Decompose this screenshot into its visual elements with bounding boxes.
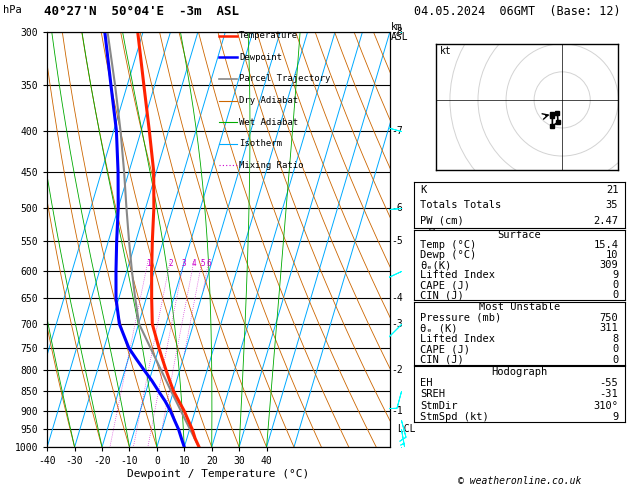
Text: 04.05.2024  06GMT  (Base: 12): 04.05.2024 06GMT (Base: 12) — [414, 5, 620, 18]
Text: Pressure (mb): Pressure (mb) — [420, 312, 501, 323]
Text: -1: -1 — [392, 406, 403, 416]
Text: 9: 9 — [612, 412, 618, 422]
Text: 21: 21 — [606, 185, 618, 195]
Text: 311: 311 — [599, 323, 618, 333]
Text: K: K — [420, 185, 426, 195]
Text: 0: 0 — [612, 355, 618, 364]
Text: 2.47: 2.47 — [593, 216, 618, 226]
Text: CAPE (J): CAPE (J) — [420, 280, 470, 290]
Text: Mixing Ratio: Mixing Ratio — [239, 161, 304, 170]
Text: Wet Adiabat: Wet Adiabat — [239, 118, 298, 127]
Text: Hodograph: Hodograph — [491, 367, 547, 377]
Text: 8: 8 — [612, 334, 618, 344]
Text: 15.4: 15.4 — [593, 240, 618, 250]
Text: Temperature: Temperature — [239, 31, 298, 40]
Text: hPa: hPa — [3, 5, 22, 15]
Text: -6: -6 — [392, 203, 403, 213]
Text: Parcel Trajectory: Parcel Trajectory — [239, 74, 330, 84]
Text: Totals Totals: Totals Totals — [420, 200, 501, 210]
Text: 310°: 310° — [593, 400, 618, 411]
Text: CIN (J): CIN (J) — [420, 290, 464, 300]
Text: 0: 0 — [612, 344, 618, 354]
Text: StmSpd (kt): StmSpd (kt) — [420, 412, 489, 422]
Text: Isotherm: Isotherm — [239, 139, 282, 148]
Text: CIN (J): CIN (J) — [420, 355, 464, 364]
Text: -2: -2 — [392, 365, 403, 375]
Text: θₑ (K): θₑ (K) — [420, 323, 458, 333]
Text: -31: -31 — [599, 389, 618, 399]
Text: 5: 5 — [200, 259, 204, 268]
Text: Temp (°C): Temp (°C) — [420, 240, 476, 250]
Text: km: km — [391, 22, 403, 32]
Text: Dry Adiabat: Dry Adiabat — [239, 96, 298, 105]
Text: 10: 10 — [606, 250, 618, 260]
Text: PW (cm): PW (cm) — [420, 216, 464, 226]
Text: kt: kt — [440, 46, 451, 56]
Text: LCL: LCL — [392, 424, 415, 434]
Text: 0: 0 — [612, 290, 618, 300]
Text: 35: 35 — [606, 200, 618, 210]
Text: StmDir: StmDir — [420, 400, 458, 411]
Text: ASL: ASL — [391, 32, 409, 42]
Text: 40°27'N  50°04'E  -3m  ASL: 40°27'N 50°04'E -3m ASL — [44, 5, 239, 18]
Text: 9: 9 — [612, 270, 618, 280]
Text: -5: -5 — [392, 236, 403, 246]
Text: 309: 309 — [599, 260, 618, 270]
Text: 2: 2 — [168, 259, 173, 268]
Text: EH: EH — [420, 378, 433, 388]
Text: 1: 1 — [146, 259, 151, 268]
Text: CAPE (J): CAPE (J) — [420, 344, 470, 354]
Text: Most Unstable: Most Unstable — [479, 302, 560, 312]
Text: Mixing Ratio (g/kg): Mixing Ratio (g/kg) — [428, 184, 438, 295]
Text: Dewp (°C): Dewp (°C) — [420, 250, 476, 260]
Text: 3: 3 — [182, 259, 187, 268]
Text: Lifted Index: Lifted Index — [420, 270, 495, 280]
Text: -55: -55 — [599, 378, 618, 388]
Text: θₑ(K): θₑ(K) — [420, 260, 452, 270]
Text: SREH: SREH — [420, 389, 445, 399]
Text: 4: 4 — [192, 259, 197, 268]
X-axis label: Dewpoint / Temperature (°C): Dewpoint / Temperature (°C) — [128, 469, 309, 479]
Text: 750: 750 — [599, 312, 618, 323]
Text: -7: -7 — [392, 126, 403, 136]
Text: © weatheronline.co.uk: © weatheronline.co.uk — [457, 476, 581, 486]
Text: Lifted Index: Lifted Index — [420, 334, 495, 344]
Text: -4: -4 — [392, 294, 403, 303]
Text: 0: 0 — [612, 280, 618, 290]
Text: Dewpoint: Dewpoint — [239, 53, 282, 62]
Text: Surface: Surface — [498, 230, 541, 240]
Text: -8: -8 — [392, 27, 403, 36]
Text: -3: -3 — [392, 319, 403, 329]
Text: 6: 6 — [207, 259, 211, 268]
